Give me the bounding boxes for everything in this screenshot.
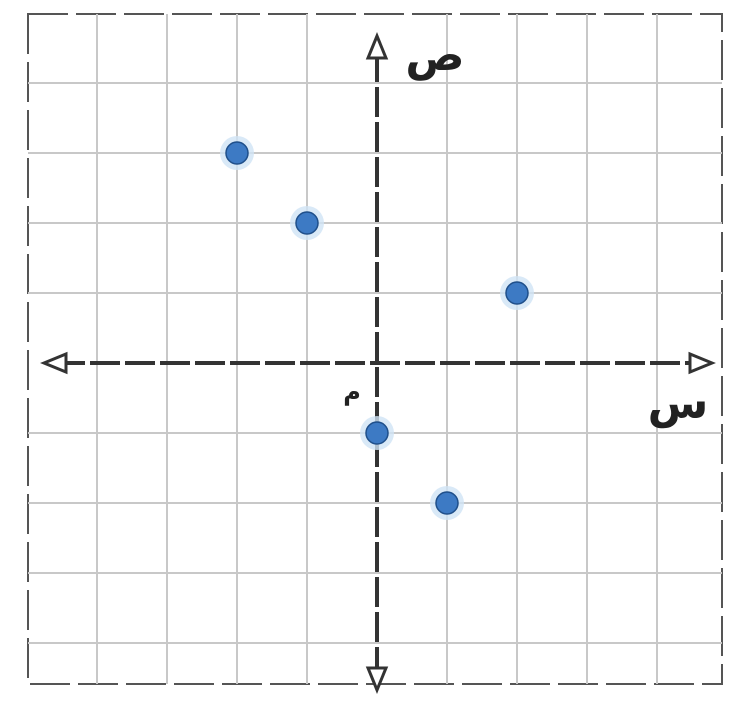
origin-label: م: [343, 378, 361, 406]
x-axis-arrow-left: [40, 351, 68, 375]
data-points: [220, 136, 534, 520]
data-point: [360, 416, 394, 450]
y-axis-arrow-top: [365, 32, 389, 60]
data-point: [220, 136, 254, 170]
data-point: [430, 486, 464, 520]
x-axis-label: س: [648, 378, 709, 429]
data-point: [500, 276, 534, 310]
x-axis-arrow-right: [688, 351, 716, 375]
axes: [40, 32, 716, 694]
y-axis-label: ص: [405, 30, 464, 81]
data-point: [290, 206, 324, 240]
y-axis-arrow-bottom: [365, 666, 389, 694]
